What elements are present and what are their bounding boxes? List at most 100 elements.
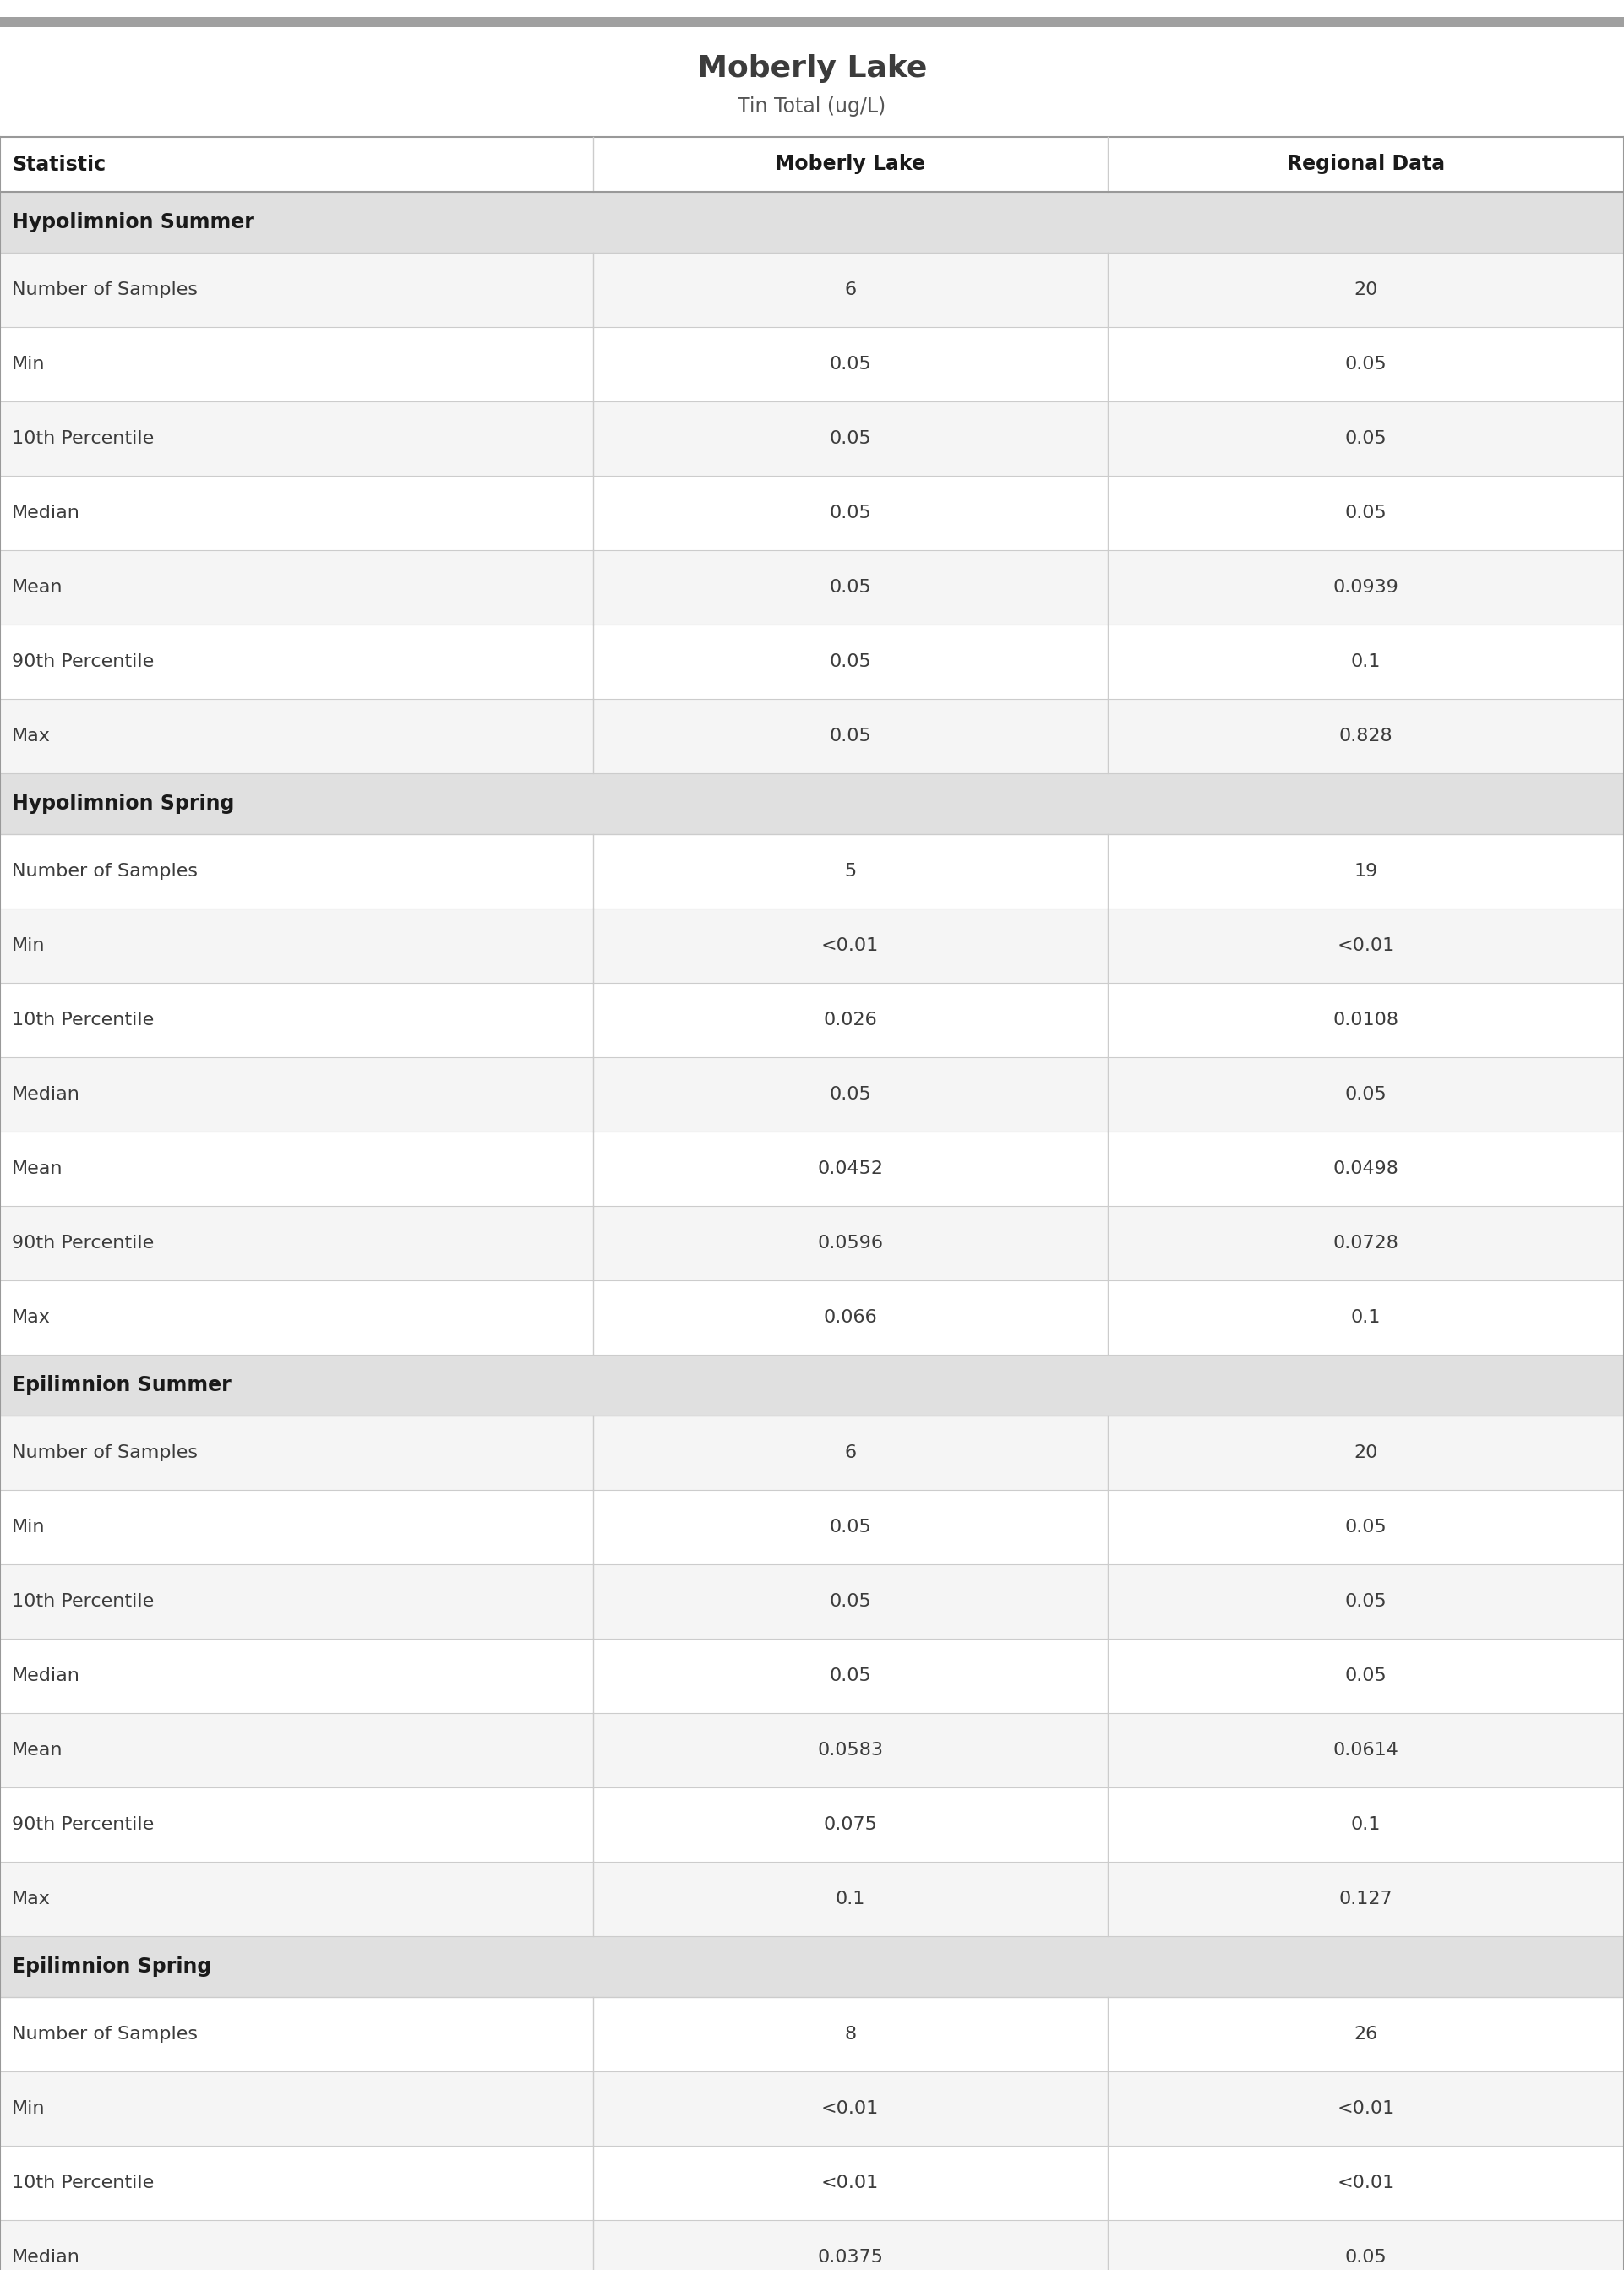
Text: 6: 6 <box>844 1444 856 1462</box>
Text: <0.01: <0.01 <box>1337 2175 1395 2191</box>
Bar <box>0 774 1624 833</box>
Text: <0.01: <0.01 <box>822 2175 879 2191</box>
Bar <box>0 1714 1624 1786</box>
Text: 0.0375: 0.0375 <box>817 2250 883 2265</box>
Bar <box>0 1639 1624 1714</box>
Text: 0.05: 0.05 <box>1345 504 1387 522</box>
Text: Min: Min <box>11 2100 45 2118</box>
Text: 0.05: 0.05 <box>830 1668 870 1684</box>
Text: 0.05: 0.05 <box>1345 1519 1387 1535</box>
Bar <box>0 699 1624 774</box>
Bar <box>0 1133 1624 1205</box>
Bar <box>0 2145 1624 2220</box>
Text: Number of Samples: Number of Samples <box>11 2025 198 2043</box>
Text: 0.05: 0.05 <box>830 654 870 670</box>
Bar <box>0 2220 1624 2270</box>
Bar <box>0 983 1624 1058</box>
Text: 19: 19 <box>1354 863 1377 881</box>
Text: Max: Max <box>11 1310 50 1326</box>
Text: <0.01: <0.01 <box>822 938 879 953</box>
Bar <box>0 16 1624 27</box>
Text: 0.05: 0.05 <box>830 1519 870 1535</box>
Text: 0.05: 0.05 <box>830 431 870 447</box>
Text: 0.828: 0.828 <box>1338 729 1393 745</box>
Text: Median: Median <box>11 1085 80 1103</box>
Text: Mean: Mean <box>11 1741 63 1759</box>
Text: Min: Min <box>11 356 45 372</box>
Text: <0.01: <0.01 <box>822 2100 879 2118</box>
Text: 10th Percentile: 10th Percentile <box>11 431 154 447</box>
Text: 90th Percentile: 90th Percentile <box>11 1816 154 1834</box>
Bar <box>0 1998 1624 2073</box>
Text: 0.075: 0.075 <box>823 1816 877 1834</box>
Text: 0.05: 0.05 <box>830 1594 870 1609</box>
Bar <box>0 833 1624 908</box>
Text: 0.0728: 0.0728 <box>1333 1235 1398 1251</box>
Bar <box>0 27 1624 136</box>
Text: 0.05: 0.05 <box>830 356 870 372</box>
Text: Median: Median <box>11 2250 80 2265</box>
Text: Number of Samples: Number of Samples <box>11 281 198 297</box>
Text: 0.05: 0.05 <box>830 504 870 522</box>
Bar <box>0 1416 1624 1489</box>
Text: 0.0583: 0.0583 <box>817 1741 883 1759</box>
Text: Hypolimnion Spring: Hypolimnion Spring <box>11 794 234 815</box>
Text: 0.0498: 0.0498 <box>1333 1160 1398 1178</box>
Text: 20: 20 <box>1354 1444 1377 1462</box>
Text: 0.05: 0.05 <box>1345 1594 1387 1609</box>
Text: Hypolimnion Summer: Hypolimnion Summer <box>11 211 255 232</box>
Text: 0.05: 0.05 <box>830 729 870 745</box>
Bar <box>0 1861 1624 1936</box>
Text: 90th Percentile: 90th Percentile <box>11 1235 154 1251</box>
Bar <box>0 2073 1624 2145</box>
Text: 0.0614: 0.0614 <box>1333 1741 1398 1759</box>
Text: 0.0596: 0.0596 <box>817 1235 883 1251</box>
Text: 0.05: 0.05 <box>1345 2250 1387 2265</box>
Text: Min: Min <box>11 938 45 953</box>
Text: 5: 5 <box>844 863 856 881</box>
Bar <box>0 1489 1624 1564</box>
Text: 0.1: 0.1 <box>1351 654 1380 670</box>
Text: 0.1: 0.1 <box>1351 1816 1380 1834</box>
Text: Moberly Lake: Moberly Lake <box>697 54 927 84</box>
Bar <box>0 1280 1624 1355</box>
Bar <box>0 1355 1624 1416</box>
Text: 10th Percentile: 10th Percentile <box>11 1012 154 1028</box>
Text: Min: Min <box>11 1519 45 1535</box>
Text: 0.05: 0.05 <box>830 1085 870 1103</box>
Text: 0.0452: 0.0452 <box>817 1160 883 1178</box>
Bar <box>0 908 1624 983</box>
Text: Epilimnion Summer: Epilimnion Summer <box>11 1376 231 1396</box>
Text: 20: 20 <box>1354 281 1377 297</box>
Text: Mean: Mean <box>11 1160 63 1178</box>
Text: 0.026: 0.026 <box>823 1012 877 1028</box>
Text: 0.05: 0.05 <box>830 579 870 595</box>
Text: 90th Percentile: 90th Percentile <box>11 654 154 670</box>
Bar <box>0 1205 1624 1280</box>
Text: <0.01: <0.01 <box>1337 2100 1395 2118</box>
Bar <box>0 327 1624 402</box>
Text: 0.0939: 0.0939 <box>1333 579 1398 595</box>
Text: 0.05: 0.05 <box>1345 431 1387 447</box>
Text: Max: Max <box>11 729 50 745</box>
Text: 10th Percentile: 10th Percentile <box>11 1594 154 1609</box>
Text: 0.0108: 0.0108 <box>1333 1012 1398 1028</box>
Text: Mean: Mean <box>11 579 63 595</box>
Text: Statistic: Statistic <box>11 154 106 175</box>
Bar <box>0 549 1624 624</box>
Bar <box>0 624 1624 699</box>
Text: 0.1: 0.1 <box>835 1891 866 1907</box>
Text: 26: 26 <box>1354 2025 1377 2043</box>
Bar <box>0 1058 1624 1133</box>
Text: Number of Samples: Number of Samples <box>11 1444 198 1462</box>
Bar <box>0 477 1624 549</box>
Bar <box>0 136 1624 193</box>
Text: 10th Percentile: 10th Percentile <box>11 2175 154 2191</box>
Text: 0.05: 0.05 <box>1345 356 1387 372</box>
Bar <box>0 252 1624 327</box>
Text: 8: 8 <box>844 2025 856 2043</box>
Text: <0.01: <0.01 <box>1337 938 1395 953</box>
Bar <box>0 1564 1624 1639</box>
Text: Median: Median <box>11 1668 80 1684</box>
Text: 0.05: 0.05 <box>1345 1085 1387 1103</box>
